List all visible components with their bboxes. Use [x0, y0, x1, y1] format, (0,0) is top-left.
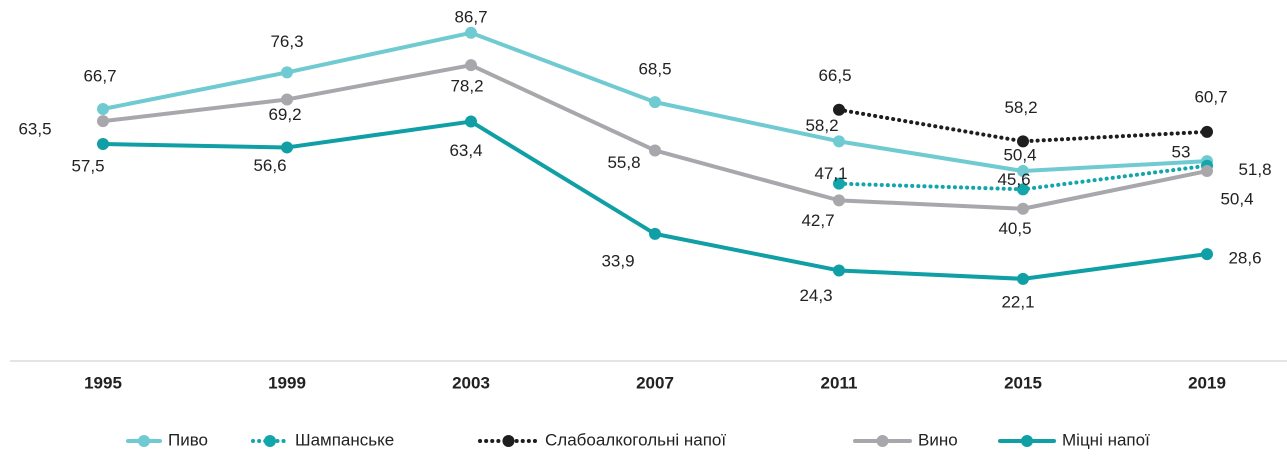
data-label: 58,2	[805, 116, 838, 135]
data-point	[97, 115, 109, 128]
data-point	[97, 138, 109, 151]
x-tick-label: 2007	[636, 373, 674, 392]
data-label: 69,2	[268, 105, 301, 124]
data-point	[465, 115, 477, 128]
data-point	[1201, 165, 1213, 178]
x-tick-label: 2019	[1188, 373, 1226, 392]
data-label: 51,8	[1238, 160, 1271, 179]
data-point	[1201, 125, 1213, 138]
x-tick-label: 2003	[452, 373, 490, 392]
data-label: 24,3	[799, 286, 832, 305]
x-tick-label: 1995	[84, 373, 122, 392]
data-point	[1017, 272, 1029, 285]
legend-marker	[138, 435, 150, 447]
data-label: 28,6	[1228, 249, 1261, 268]
data-point	[281, 93, 293, 106]
x-tick-label: 2011	[821, 373, 858, 392]
data-point	[1017, 202, 1029, 215]
data-label: 50,4	[1220, 190, 1253, 209]
data-label: 63,5	[18, 120, 51, 139]
data-point	[465, 59, 477, 72]
data-point	[1017, 183, 1029, 196]
data-point	[281, 141, 293, 154]
legend-label: Шампанське	[295, 430, 394, 449]
data-point	[1017, 135, 1029, 148]
data-label: 60,7	[1194, 87, 1227, 106]
data-label: 63,4	[449, 141, 482, 160]
legend-label: Пиво	[168, 430, 208, 449]
data-label: 33,9	[601, 251, 634, 270]
data-label: 86,7	[454, 7, 487, 26]
data-label: 53	[1172, 143, 1191, 162]
data-label: 47,1	[814, 164, 847, 183]
data-label: 50,4	[1003, 146, 1036, 165]
data-label: 66,7	[83, 66, 116, 85]
data-label: 58,2	[1004, 98, 1037, 117]
legend-label: Міцні напої	[1062, 430, 1150, 449]
legend-marker	[264, 435, 276, 447]
data-point	[833, 264, 845, 277]
data-label: 22,1	[1001, 292, 1034, 311]
data-point	[833, 194, 845, 207]
data-point	[833, 135, 845, 148]
data-label: 42,7	[801, 211, 834, 230]
data-label: 55,8	[607, 153, 640, 172]
x-tick-label: 1999	[268, 373, 306, 392]
data-point	[649, 227, 661, 240]
data-point	[281, 66, 293, 79]
x-tick-label: 2015	[1004, 373, 1042, 392]
data-point	[833, 103, 845, 116]
data-label: 68,5	[638, 60, 671, 79]
legend-marker	[502, 435, 515, 447]
data-label: 76,3	[270, 32, 303, 51]
data-label: 45,6	[997, 170, 1030, 189]
legend-marker	[876, 435, 889, 447]
legend-marker	[1021, 435, 1033, 447]
data-label: 40,5	[998, 219, 1031, 238]
data-label: 57,5	[71, 157, 104, 176]
data-label: 78,2	[450, 77, 483, 96]
data-label: 66,5	[818, 66, 851, 85]
data-point	[1017, 165, 1029, 178]
data-point	[649, 144, 661, 157]
series-line	[837, 107, 1209, 144]
legend-label: Слабоалкогольні напої	[545, 430, 726, 449]
data-point	[97, 102, 109, 115]
data-point	[833, 177, 845, 190]
data-point	[1201, 248, 1213, 261]
data-label: 56,6	[253, 156, 286, 175]
data-point	[649, 96, 661, 109]
legend-label: Вино	[918, 430, 958, 449]
data-point	[465, 26, 477, 39]
